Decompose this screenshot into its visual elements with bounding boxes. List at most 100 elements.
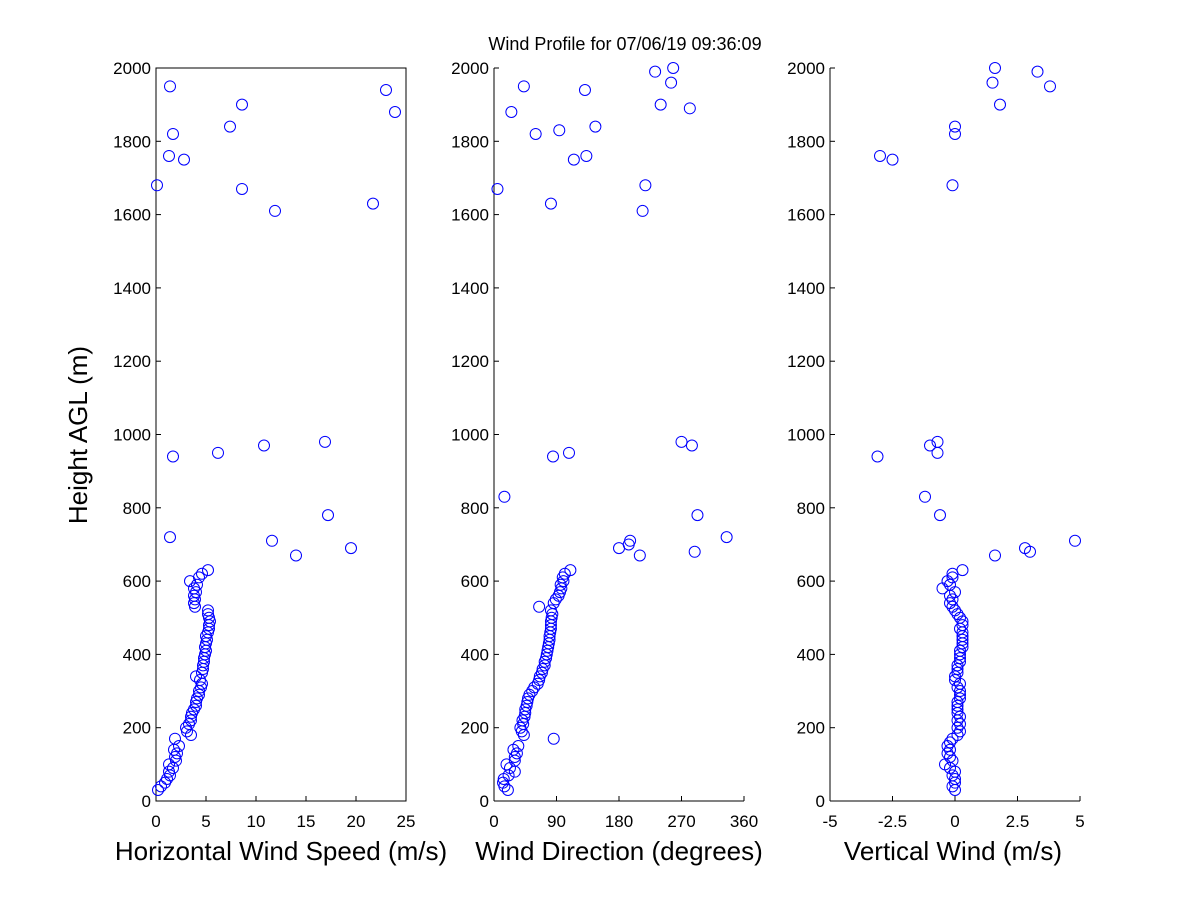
data-point <box>931 435 944 448</box>
data-point <box>639 179 652 192</box>
data-point <box>533 674 546 687</box>
y-tick-label: 1600 <box>113 206 151 225</box>
data-point <box>202 608 214 621</box>
data-point <box>685 439 698 452</box>
y-ticks-direction: 0 200 400 600 800 1000 1200 1400 1600 1800 2000 <box>451 59 499 811</box>
y-tick-label: 400 <box>123 645 151 664</box>
y-tick-label: 1800 <box>451 132 489 151</box>
x-ticks-vertical: -5 -2.5 0 2.5 5 <box>822 796 1085 831</box>
data-point <box>191 578 203 591</box>
x-tick-label: 25 <box>397 812 416 831</box>
data-point <box>389 105 401 118</box>
x-tick-label: 5 <box>201 812 210 831</box>
x-axis-label-direction: Wind Direction (degrees) <box>475 836 763 866</box>
x-tick-label: 0 <box>489 812 498 831</box>
data-point <box>236 98 248 111</box>
data-point <box>954 648 966 661</box>
x-ticks-direction: 0 90 180 270 360 <box>489 796 758 831</box>
data-point <box>161 773 173 786</box>
y-tick-label: 600 <box>797 572 825 591</box>
data-point <box>185 714 197 727</box>
data-point <box>949 604 961 617</box>
data-point <box>553 124 566 137</box>
x-tick-label: 5 <box>1075 812 1084 831</box>
data-point <box>954 611 966 624</box>
data-point <box>212 446 224 459</box>
data-point <box>554 578 567 591</box>
data-point <box>155 780 167 793</box>
data-point <box>986 76 999 89</box>
data-point <box>163 149 175 162</box>
data-point <box>290 549 302 562</box>
y-tick-label: 1400 <box>451 279 489 298</box>
y-tick-label: 2000 <box>787 59 825 78</box>
data-point <box>224 120 236 133</box>
data-point <box>367 197 379 210</box>
data-point <box>202 564 214 577</box>
data-point <box>202 604 214 617</box>
data-point <box>624 534 637 547</box>
data-point <box>171 747 183 760</box>
data-point <box>322 509 334 522</box>
data-point <box>944 736 956 749</box>
y-tick-label: 0 <box>480 792 489 811</box>
data-point <box>989 62 1001 74</box>
y-tick-label: 800 <box>797 499 825 518</box>
data-point <box>345 542 357 555</box>
y-ticks-speed: 0 200 400 600 800 1000 1200 1400 1600 1800 2000 <box>113 59 161 811</box>
chart-title: Wind Profile for 07/06/19 09:36:09 <box>488 34 761 54</box>
data-point <box>944 597 956 610</box>
data-point <box>151 179 163 192</box>
data-point <box>193 571 205 584</box>
y-tick-label: 1000 <box>113 426 151 445</box>
data-point <box>194 674 206 687</box>
data-point <box>944 578 956 591</box>
y-tick-label: 200 <box>123 719 151 738</box>
data-point <box>167 127 179 140</box>
data-point <box>520 699 533 712</box>
data-point <box>946 179 959 192</box>
data-point <box>169 732 181 745</box>
data-point <box>512 740 525 753</box>
y-tick-label: 1800 <box>787 132 825 151</box>
data-point <box>190 670 202 683</box>
data-point <box>951 666 964 679</box>
data-point <box>163 758 175 771</box>
y-tick-label: 200 <box>797 719 825 738</box>
data-point <box>578 83 591 96</box>
x-tick-label: 180 <box>605 812 633 831</box>
data-point <box>545 611 558 624</box>
data-point <box>924 439 936 452</box>
y-tick-label: 1800 <box>113 132 151 151</box>
data-point <box>258 439 270 452</box>
x-tick-label: 20 <box>347 812 366 831</box>
y-tick-label: 400 <box>797 645 825 664</box>
y-ticks-vertical: 0 200 400 600 800 1000 1200 1400 1600 1800 2000 <box>787 59 835 811</box>
y-axis-label: Height AGL (m) <box>63 346 93 524</box>
data-point <box>691 509 704 522</box>
data-point <box>941 740 954 753</box>
y-tick-label: 2000 <box>113 59 151 78</box>
x-tick-label: 2.5 <box>1006 812 1030 831</box>
data-point <box>954 692 966 705</box>
data-point <box>580 149 593 162</box>
data-point <box>563 446 575 459</box>
y-tick-label: 0 <box>816 792 825 811</box>
data-point <box>649 65 662 78</box>
data-point <box>204 615 216 628</box>
panel-wind-direction: 0 200 400 600 800 1000 1200 1400 1600 1800 2000 0 9… <box>451 59 763 866</box>
data-point <box>180 721 192 734</box>
data-point <box>954 685 966 698</box>
data-point <box>500 758 513 771</box>
data-point <box>951 663 964 676</box>
data-point <box>946 780 959 793</box>
y-tick-label: 800 <box>123 499 151 518</box>
y-tick-label: 200 <box>461 719 489 738</box>
data-point <box>533 600 546 613</box>
data-point <box>491 182 504 195</box>
y-tick-label: 400 <box>461 645 489 664</box>
data-point <box>633 549 646 562</box>
x-tick-label: 10 <box>247 812 266 831</box>
data-point <box>949 674 961 687</box>
y-tick-label: 1400 <box>787 279 825 298</box>
